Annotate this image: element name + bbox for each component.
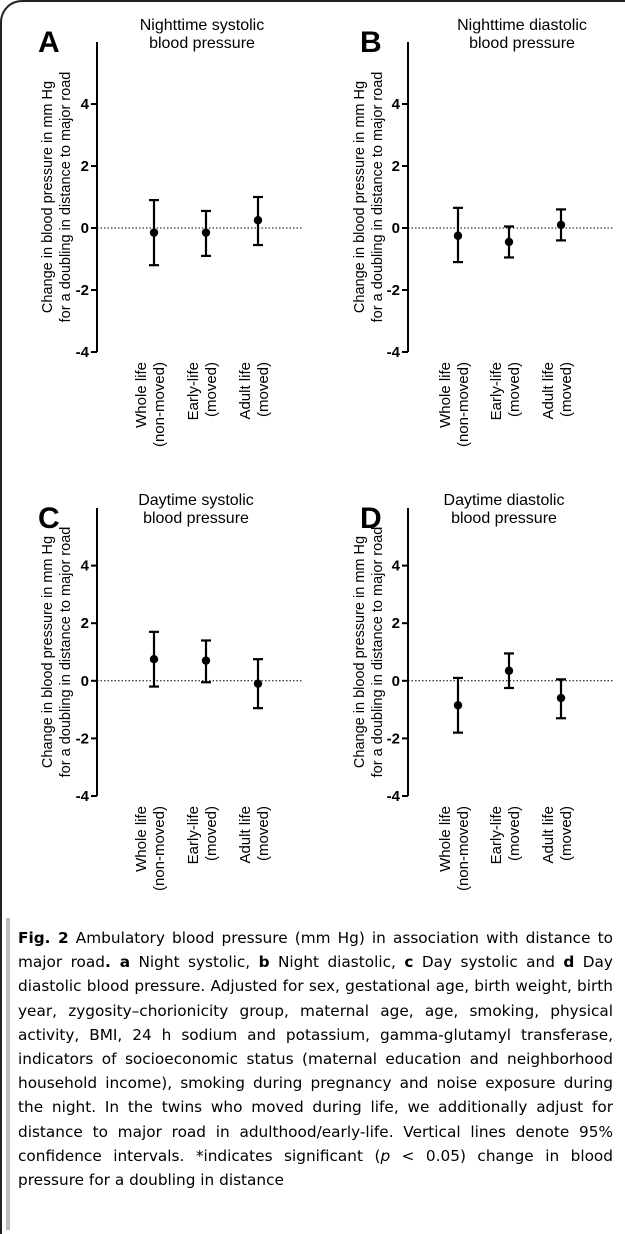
x-category-label: Early-life xyxy=(488,806,505,864)
y-tick-label: -4 xyxy=(76,344,90,361)
y-axis-label-line: Change in blood pressure in mm Hg xyxy=(40,81,56,313)
x-category-label: Early-life xyxy=(185,362,202,420)
point-estimate xyxy=(149,655,159,664)
caption-letter-c: c xyxy=(404,953,414,972)
panel-title-line: Daytime systolic xyxy=(138,492,254,509)
caption-letter-d: d xyxy=(563,953,575,972)
y-tick-label: 4 xyxy=(81,96,90,113)
panel-title-line: Daytime diastolic xyxy=(444,492,565,509)
x-category-label: (non-moved) xyxy=(455,806,472,891)
x-category-label: Adult life xyxy=(540,362,557,420)
x-category-label: Early-life xyxy=(185,806,202,864)
y-axis-label-line: Change in blood pressure in mm Hg xyxy=(352,81,368,313)
caption-p-rest: < 0.05) change in blood pressure for a d… xyxy=(18,1146,613,1190)
y-tick-label: -2 xyxy=(76,282,89,299)
x-category-label: (moved) xyxy=(203,806,220,861)
point-estimate xyxy=(556,693,566,703)
y-tick-label: 0 xyxy=(81,673,89,690)
point-estimate xyxy=(149,228,159,237)
panel-title-line: blood pressure xyxy=(149,35,255,52)
point-estimate xyxy=(253,216,263,225)
x-category-label: Whole life xyxy=(437,806,454,872)
point-estimate xyxy=(504,666,514,675)
y-tick-label: 2 xyxy=(392,158,400,175)
y-tick-label: 2 xyxy=(81,615,89,632)
y-tick-label: 0 xyxy=(392,673,400,690)
panel-title-line: blood pressure xyxy=(469,35,575,52)
y-tick-label: 0 xyxy=(392,220,400,237)
caption-title-period: . xyxy=(105,953,120,972)
x-category-label: (moved) xyxy=(506,362,523,417)
x-category-label: (moved) xyxy=(558,362,575,417)
x-category-label: (moved) xyxy=(203,362,220,417)
x-category-label: (moved) xyxy=(506,806,523,861)
caption-letter-b: b xyxy=(258,953,270,972)
x-category-label: Adult life xyxy=(237,362,254,420)
figure-caption: Fig. 2 Ambulatory blood pressure (mm Hg)… xyxy=(18,926,613,1192)
caption-divider xyxy=(6,918,10,1230)
y-tick-label: -4 xyxy=(387,344,401,361)
x-category-label: Early-life xyxy=(488,362,505,420)
panel-letter: B xyxy=(360,26,382,59)
y-axis-label-line: for a doubling in distance to major road xyxy=(58,72,74,323)
y-axis-label-line: for a doubling in distance to major road xyxy=(370,72,386,323)
caption-panel-b: Night diastolic, xyxy=(269,953,405,972)
caption-panel-a: Night systolic, xyxy=(130,953,259,972)
y-tick-label: 4 xyxy=(392,558,401,575)
panel-title-line: Nighttime systolic xyxy=(140,17,264,34)
panel-title-line: blood pressure xyxy=(143,510,249,527)
x-category-label: (moved) xyxy=(558,806,575,861)
panel-title-line: Nighttime diastolic xyxy=(457,17,587,34)
x-category-label: Adult life xyxy=(540,806,557,864)
panel-title-line: blood pressure xyxy=(451,510,557,527)
y-axis-label-line: for a doubling in distance to major road xyxy=(370,527,386,778)
y-axis-label-line: Change in blood pressure in mm Hg xyxy=(40,536,56,768)
caption-panel-c: Day systolic and xyxy=(413,953,564,972)
y-axis-label-line: for a doubling in distance to major road xyxy=(58,527,74,778)
x-category-label: Whole life xyxy=(133,362,150,428)
point-estimate xyxy=(253,679,263,688)
y-tick-label: 2 xyxy=(81,158,89,175)
caption-p-variable: p xyxy=(380,1146,391,1165)
x-category-label: (non-moved) xyxy=(151,806,168,891)
caption-title: Ambulatory blood pressure (mm Hg) in ass… xyxy=(18,929,613,972)
x-category-label: (moved) xyxy=(255,806,272,861)
caption-body: Adjusted for sex, gestational age, birth… xyxy=(18,977,614,1165)
x-category-label: Adult life xyxy=(237,806,254,864)
y-tick-label: -4 xyxy=(76,788,90,805)
y-tick-label: 2 xyxy=(392,615,400,632)
caption-panel-d: Day diastolic blood pressure. xyxy=(18,953,613,996)
point-estimate xyxy=(556,220,566,230)
panel-letter: D xyxy=(360,502,382,535)
caption-fig-label: Fig. 2 xyxy=(18,929,69,947)
y-tick-label: -2 xyxy=(76,730,89,747)
x-category-label: Whole life xyxy=(437,362,454,428)
point-estimate xyxy=(201,228,211,237)
x-category-label: (non-moved) xyxy=(455,362,472,447)
x-category-label: (non-moved) xyxy=(151,362,168,447)
y-tick-label: 4 xyxy=(81,558,90,575)
point-estimate xyxy=(453,701,463,710)
x-category-label: (moved) xyxy=(255,362,272,417)
y-tick-label: -4 xyxy=(387,788,401,805)
point-estimate xyxy=(201,656,211,665)
y-tick-label: -2 xyxy=(387,282,400,299)
panel-letter: A xyxy=(38,26,60,59)
y-tick-label: 0 xyxy=(81,220,89,237)
y-axis-label-line: Change in blood pressure in mm Hg xyxy=(352,536,368,768)
y-tick-label: -2 xyxy=(387,730,400,747)
y-tick-label: 4 xyxy=(392,96,401,113)
point-estimate xyxy=(504,237,514,247)
point-estimate xyxy=(453,231,463,240)
x-category-label: Whole life xyxy=(133,806,150,872)
caption-letter-a: a xyxy=(119,953,131,972)
panel-letter: C xyxy=(38,502,60,535)
